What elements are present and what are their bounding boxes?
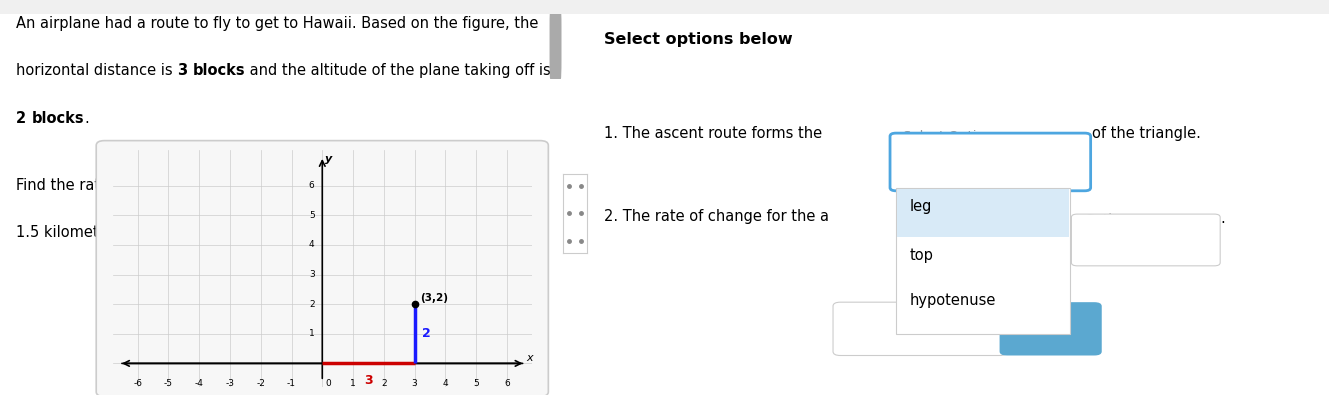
Text: 6: 6 — [504, 379, 510, 388]
Text: -5: -5 — [163, 379, 173, 388]
Text: 3: 3 — [308, 270, 315, 279]
Text: on the map represents: on the map represents — [328, 178, 500, 193]
Text: 6: 6 — [308, 181, 315, 190]
Text: 3: 3 — [178, 63, 193, 78]
Text: ▼: ▼ — [1069, 130, 1076, 140]
FancyBboxPatch shape — [999, 302, 1102, 356]
Text: 1: 1 — [268, 178, 284, 193]
Text: blocks: blocks — [32, 111, 84, 126]
FancyBboxPatch shape — [96, 141, 549, 395]
Text: 4: 4 — [443, 379, 448, 388]
Text: ▲: ▲ — [553, 8, 558, 14]
Text: Select options below: Select options below — [603, 32, 792, 47]
Text: Find the rate of the ascent if each: Find the rate of the ascent if each — [16, 178, 268, 193]
Text: .: . — [84, 111, 89, 126]
Text: 5: 5 — [473, 379, 478, 388]
Text: -3: -3 — [226, 379, 234, 388]
Text: leg: leg — [909, 199, 932, 214]
FancyBboxPatch shape — [549, 8, 562, 79]
Text: 2: 2 — [308, 300, 315, 308]
FancyBboxPatch shape — [833, 302, 1007, 356]
Text: Option: Option — [1084, 213, 1130, 226]
Text: 1: 1 — [308, 329, 315, 338]
Text: and the altitude of the plane taking off is: and the altitude of the plane taking off… — [246, 63, 552, 78]
Text: 2: 2 — [16, 111, 32, 126]
Text: 4: 4 — [308, 241, 315, 249]
Text: of the triangle.: of the triangle. — [1092, 126, 1201, 141]
Text: Skip For Now: Skip For Now — [869, 310, 971, 324]
Text: 2. The rate of change for the a: 2. The rate of change for the a — [603, 209, 828, 224]
Text: y: y — [326, 154, 332, 164]
Text: hypotenuse: hypotenuse — [909, 293, 995, 308]
Text: .: . — [1220, 211, 1225, 226]
Text: 0: 0 — [326, 379, 331, 388]
Text: top: top — [909, 248, 933, 263]
Text: -1: -1 — [287, 379, 296, 388]
Text: 1: 1 — [350, 379, 356, 388]
Text: 1. The ascent route forms the: 1. The ascent route forms the — [603, 126, 821, 141]
Text: 2: 2 — [423, 327, 431, 340]
Text: blocks: blocks — [193, 63, 246, 78]
FancyBboxPatch shape — [896, 188, 1070, 334]
Text: (3,2): (3,2) — [420, 293, 448, 303]
Text: -6: -6 — [133, 379, 142, 388]
Text: -2: -2 — [256, 379, 266, 388]
Text: 3: 3 — [412, 379, 417, 388]
Text: 1.5 kilometers.: 1.5 kilometers. — [16, 225, 126, 240]
Text: Select Option: Select Option — [904, 130, 994, 143]
Text: 2: 2 — [381, 379, 387, 388]
Text: ▼: ▼ — [1189, 213, 1197, 223]
FancyBboxPatch shape — [1071, 214, 1220, 266]
FancyBboxPatch shape — [890, 133, 1091, 191]
FancyBboxPatch shape — [897, 189, 1069, 237]
Text: swer: swer — [1031, 310, 1070, 324]
Text: x: x — [526, 353, 533, 363]
Text: 3: 3 — [364, 374, 372, 387]
Text: 5: 5 — [308, 211, 315, 220]
Text: block: block — [284, 178, 328, 193]
Text: -4: -4 — [195, 379, 203, 388]
Text: horizontal distance is: horizontal distance is — [16, 63, 178, 78]
Text: An airplane had a route to fly to get to Hawaii. Based on the figure, the: An airplane had a route to fly to get to… — [16, 16, 538, 31]
